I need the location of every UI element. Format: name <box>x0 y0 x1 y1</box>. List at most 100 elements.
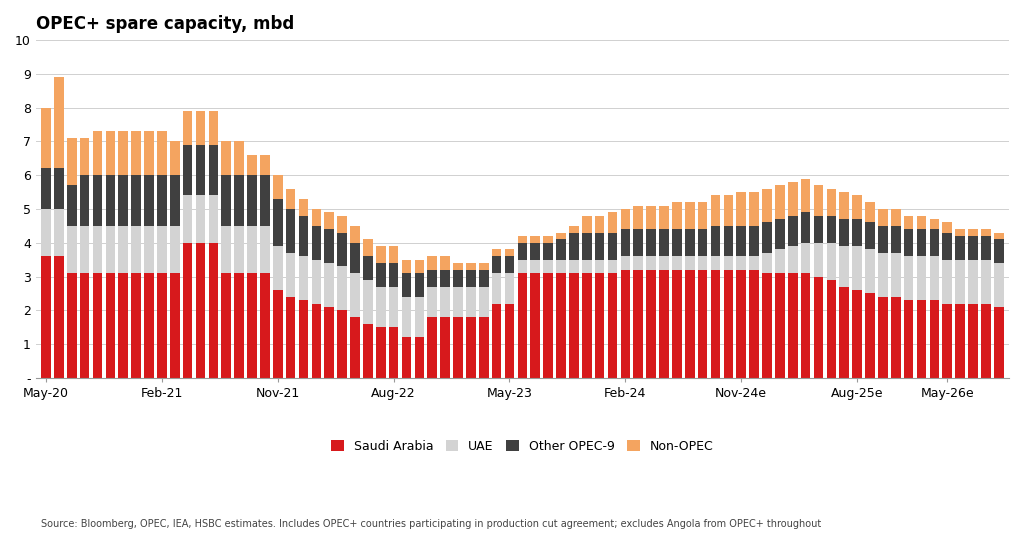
Bar <box>968 236 978 260</box>
Bar <box>376 287 386 327</box>
Bar <box>41 209 51 256</box>
Bar <box>736 256 746 270</box>
Bar <box>144 175 154 226</box>
Bar <box>260 175 269 226</box>
Bar <box>144 226 154 273</box>
Bar <box>157 131 167 175</box>
Bar <box>325 213 334 229</box>
Bar <box>814 185 823 216</box>
Bar <box>865 223 874 250</box>
Bar <box>80 175 89 226</box>
Bar <box>775 273 784 378</box>
Bar <box>337 232 347 266</box>
Bar <box>646 270 656 378</box>
Bar <box>196 145 206 195</box>
Bar <box>569 226 579 232</box>
Bar <box>364 324 373 378</box>
Bar <box>67 185 77 226</box>
Bar <box>787 182 798 216</box>
Bar <box>119 273 128 378</box>
Bar <box>659 256 669 270</box>
Bar <box>492 273 502 303</box>
Bar <box>865 293 874 378</box>
Bar <box>930 229 939 256</box>
Bar <box>685 256 694 270</box>
Bar <box>119 175 128 226</box>
Bar <box>955 236 965 260</box>
Bar <box>325 229 334 263</box>
Bar <box>826 189 837 216</box>
Bar <box>67 138 77 185</box>
Bar <box>260 226 269 273</box>
Bar <box>454 270 463 287</box>
Bar <box>273 246 283 290</box>
Bar <box>981 236 990 260</box>
Bar <box>530 236 540 243</box>
Bar <box>440 287 450 317</box>
Bar <box>595 216 604 232</box>
Bar <box>454 287 463 317</box>
Bar <box>350 273 359 317</box>
Bar <box>697 270 708 378</box>
Bar <box>273 290 283 378</box>
Bar <box>80 226 89 273</box>
Bar <box>389 246 398 263</box>
Bar <box>736 192 746 226</box>
Bar <box>634 256 643 270</box>
Bar <box>479 263 488 270</box>
Bar <box>711 195 720 226</box>
Bar <box>54 77 63 168</box>
Bar <box>325 307 334 378</box>
Bar <box>724 256 733 270</box>
Bar <box>968 303 978 378</box>
Bar <box>479 317 488 378</box>
Bar <box>479 270 488 287</box>
Bar <box>286 189 296 209</box>
Bar <box>105 273 116 378</box>
Bar <box>492 303 502 378</box>
Bar <box>762 253 772 273</box>
Bar <box>311 226 322 260</box>
Bar <box>131 273 141 378</box>
Bar <box>505 250 514 256</box>
Bar <box>787 246 798 273</box>
Bar <box>209 243 218 378</box>
Bar <box>826 216 837 243</box>
Bar <box>697 229 708 256</box>
Bar <box>801 179 810 213</box>
Bar <box>170 226 179 273</box>
Bar <box>775 250 784 273</box>
Bar <box>646 206 656 229</box>
Bar <box>556 273 566 378</box>
Bar <box>144 273 154 378</box>
Bar <box>311 303 322 378</box>
Bar <box>556 239 566 260</box>
Bar <box>556 260 566 273</box>
Bar <box>54 168 63 209</box>
Bar <box>170 273 179 378</box>
Bar <box>968 260 978 303</box>
Bar <box>878 226 888 253</box>
Bar <box>607 232 617 260</box>
Bar <box>183 145 193 195</box>
Bar <box>736 226 746 256</box>
Bar <box>968 229 978 236</box>
Bar <box>852 246 862 290</box>
Bar <box>234 141 244 175</box>
Bar <box>840 192 849 219</box>
Bar <box>505 303 514 378</box>
Bar <box>865 202 874 223</box>
Bar <box>814 216 823 243</box>
Bar <box>247 175 257 226</box>
Bar <box>787 273 798 378</box>
Bar <box>826 280 837 378</box>
Bar <box>981 229 990 236</box>
Bar <box>711 270 720 378</box>
Bar <box>750 226 759 256</box>
Text: OPEC+ spare capacity, mbd: OPEC+ spare capacity, mbd <box>36 15 294 33</box>
Bar <box>916 229 927 256</box>
Bar <box>183 195 193 243</box>
Bar <box>131 175 141 226</box>
Bar <box>415 337 424 378</box>
Bar <box>711 256 720 270</box>
